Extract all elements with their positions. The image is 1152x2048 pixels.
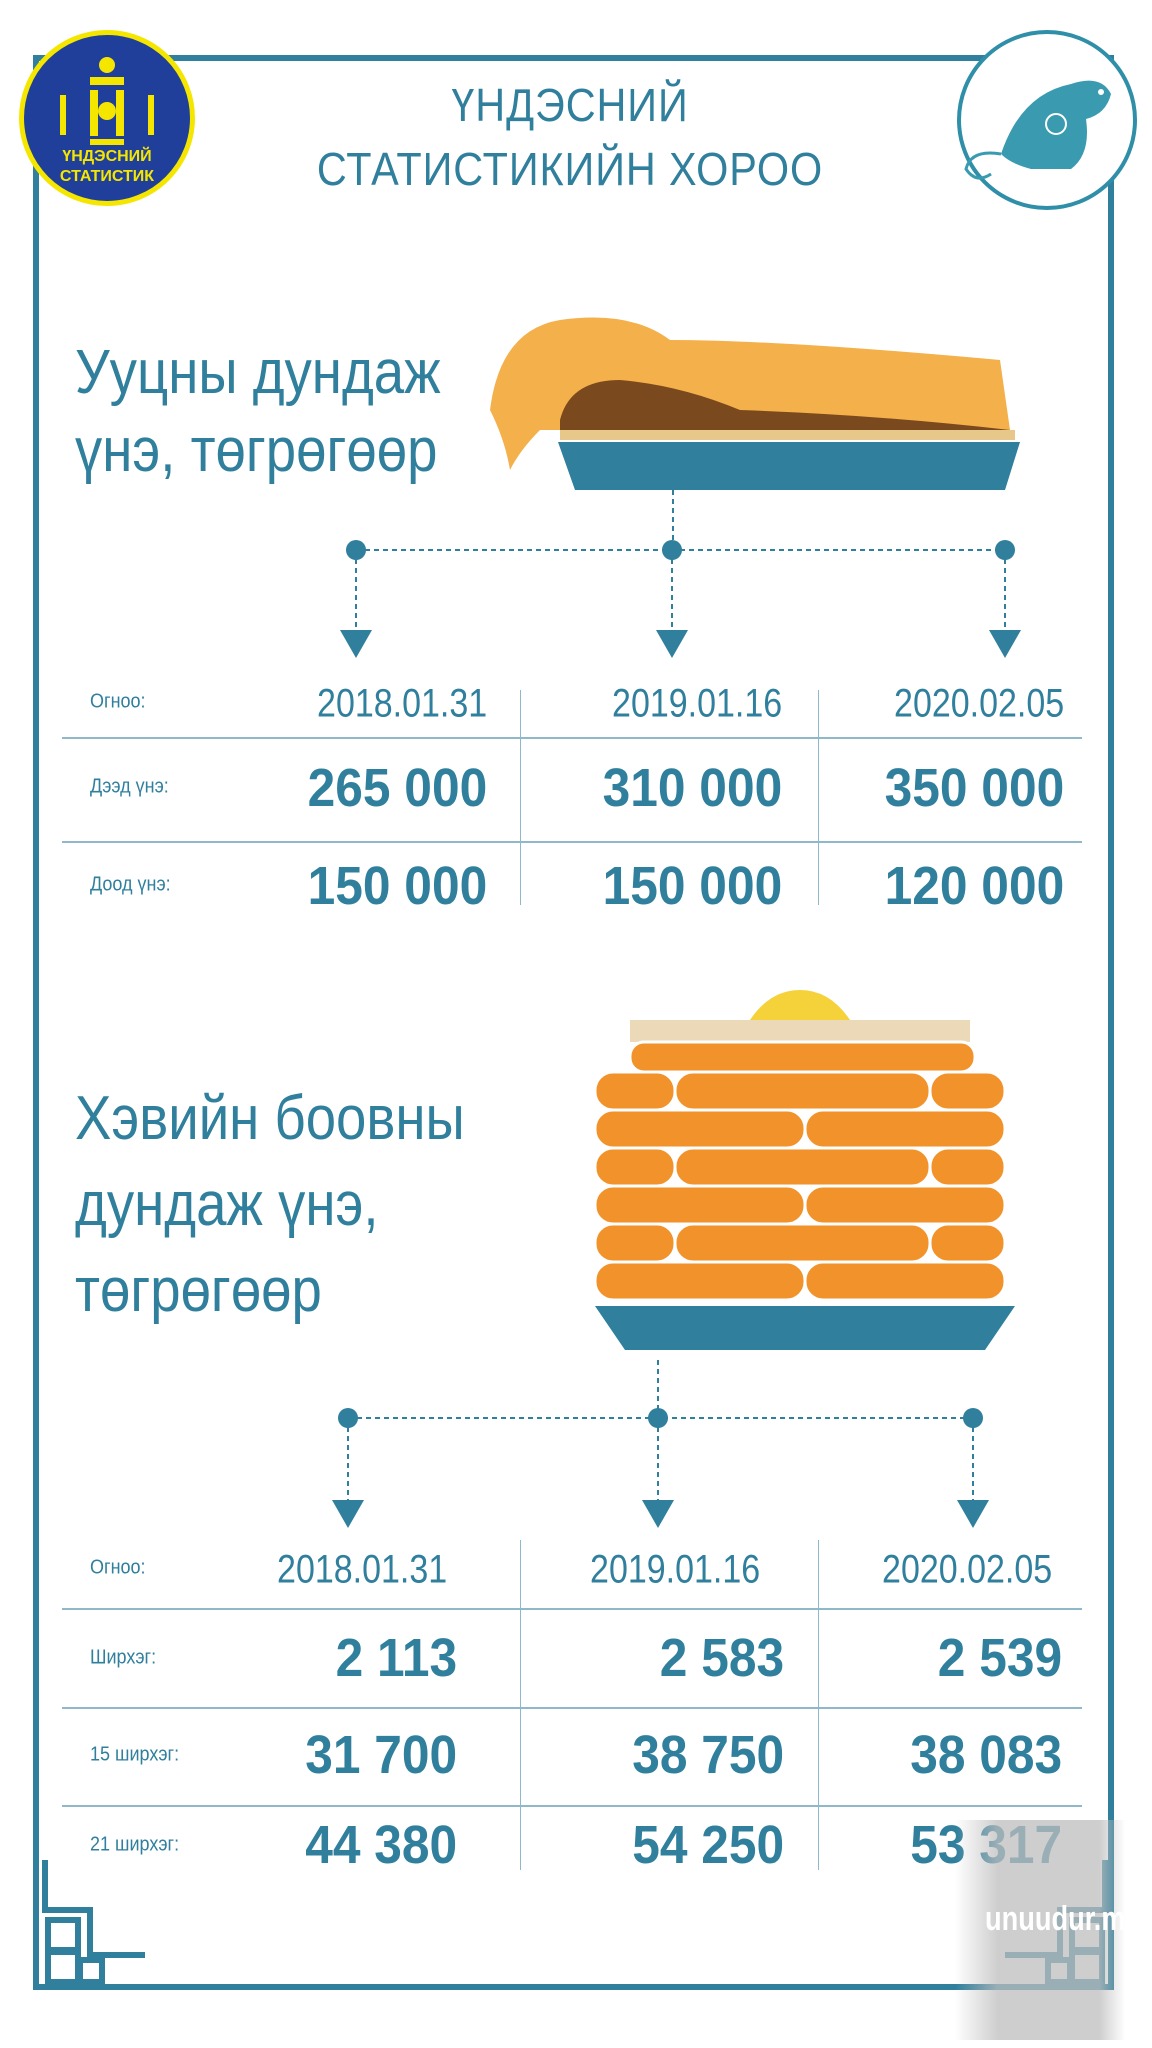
- nso-logo: ҮНДЭСНИЙ СТАТИСТИК: [19, 30, 195, 206]
- logo-text-2: СТАТИСТИК: [60, 168, 154, 185]
- row-label-date: Огноо:: [90, 1556, 146, 1579]
- value-cell: 38 083: [910, 1725, 1062, 1785]
- timeline-connector-2: [332, 1360, 989, 1528]
- section1-heading-line1: Ууцны дундаж: [75, 338, 441, 407]
- ul-boov-illustration: [593, 990, 1015, 1350]
- date-cell: 2020.02.05: [881, 1547, 1052, 1592]
- logo-text-1: ҮНДЭСНИЙ: [62, 146, 151, 165]
- date-cell: 2019.01.16: [611, 681, 782, 726]
- row-label-min-price: Доод үнэ:: [90, 873, 171, 896]
- rat-icon: [957, 30, 1137, 210]
- value-cell: 54 250: [632, 1815, 784, 1875]
- value-cell: 150 000: [602, 856, 782, 916]
- row-label-21-pieces: 21 ширхэг:: [90, 1833, 180, 1856]
- org-title-line1: ҮНДЭСНИЙ: [451, 79, 689, 131]
- org-title-line2: СТАТИСТИКИЙН ХОРОО: [316, 143, 824, 195]
- row-label-max-price: Дээд үнэ:: [90, 775, 169, 798]
- value-cell: 2 539: [937, 1628, 1062, 1688]
- date-cell: 2019.01.16: [589, 1547, 760, 1592]
- value-cell: 31 700: [305, 1725, 457, 1785]
- row-label-15-pieces: 15 ширхэг:: [90, 1743, 180, 1766]
- value-cell: 350 000: [884, 758, 1064, 818]
- timeline-connector-1: [340, 490, 1021, 658]
- row-label-date: Огноо:: [90, 690, 146, 713]
- uuts-pastry-illustration: [490, 317, 1020, 490]
- section2-heading-line1: Хэвийн боовны: [75, 1084, 465, 1153]
- value-cell: 265 000: [307, 758, 487, 818]
- row-label-per-piece: Ширхэг:: [90, 1646, 157, 1669]
- value-cell: 38 750: [632, 1725, 784, 1785]
- date-cell: 2020.02.05: [893, 681, 1064, 726]
- section2-heading-line3: төгрөгөөр: [75, 1256, 322, 1325]
- value-cell: 310 000: [602, 758, 782, 818]
- value-cell: 2 583: [659, 1628, 784, 1688]
- section1-heading-line2: үнэ, төгрөгөөр: [75, 416, 438, 485]
- value-cell: 120 000: [884, 856, 1064, 916]
- page-frame: [33, 55, 1114, 1990]
- watermark-backdrop: [955, 1820, 1125, 2040]
- watermark: unuudur.mn: [985, 1900, 1143, 1938]
- date-cell: 2018.01.31: [316, 681, 487, 726]
- value-cell: 44 380: [305, 1815, 457, 1875]
- corner-ornament-left: [42, 1860, 145, 1985]
- value-cell: 150 000: [307, 856, 487, 916]
- date-cell: 2018.01.31: [276, 1547, 447, 1592]
- section2-heading-line2: дундаж үнэ,: [75, 1170, 379, 1239]
- value-cell: 2 113: [335, 1628, 457, 1688]
